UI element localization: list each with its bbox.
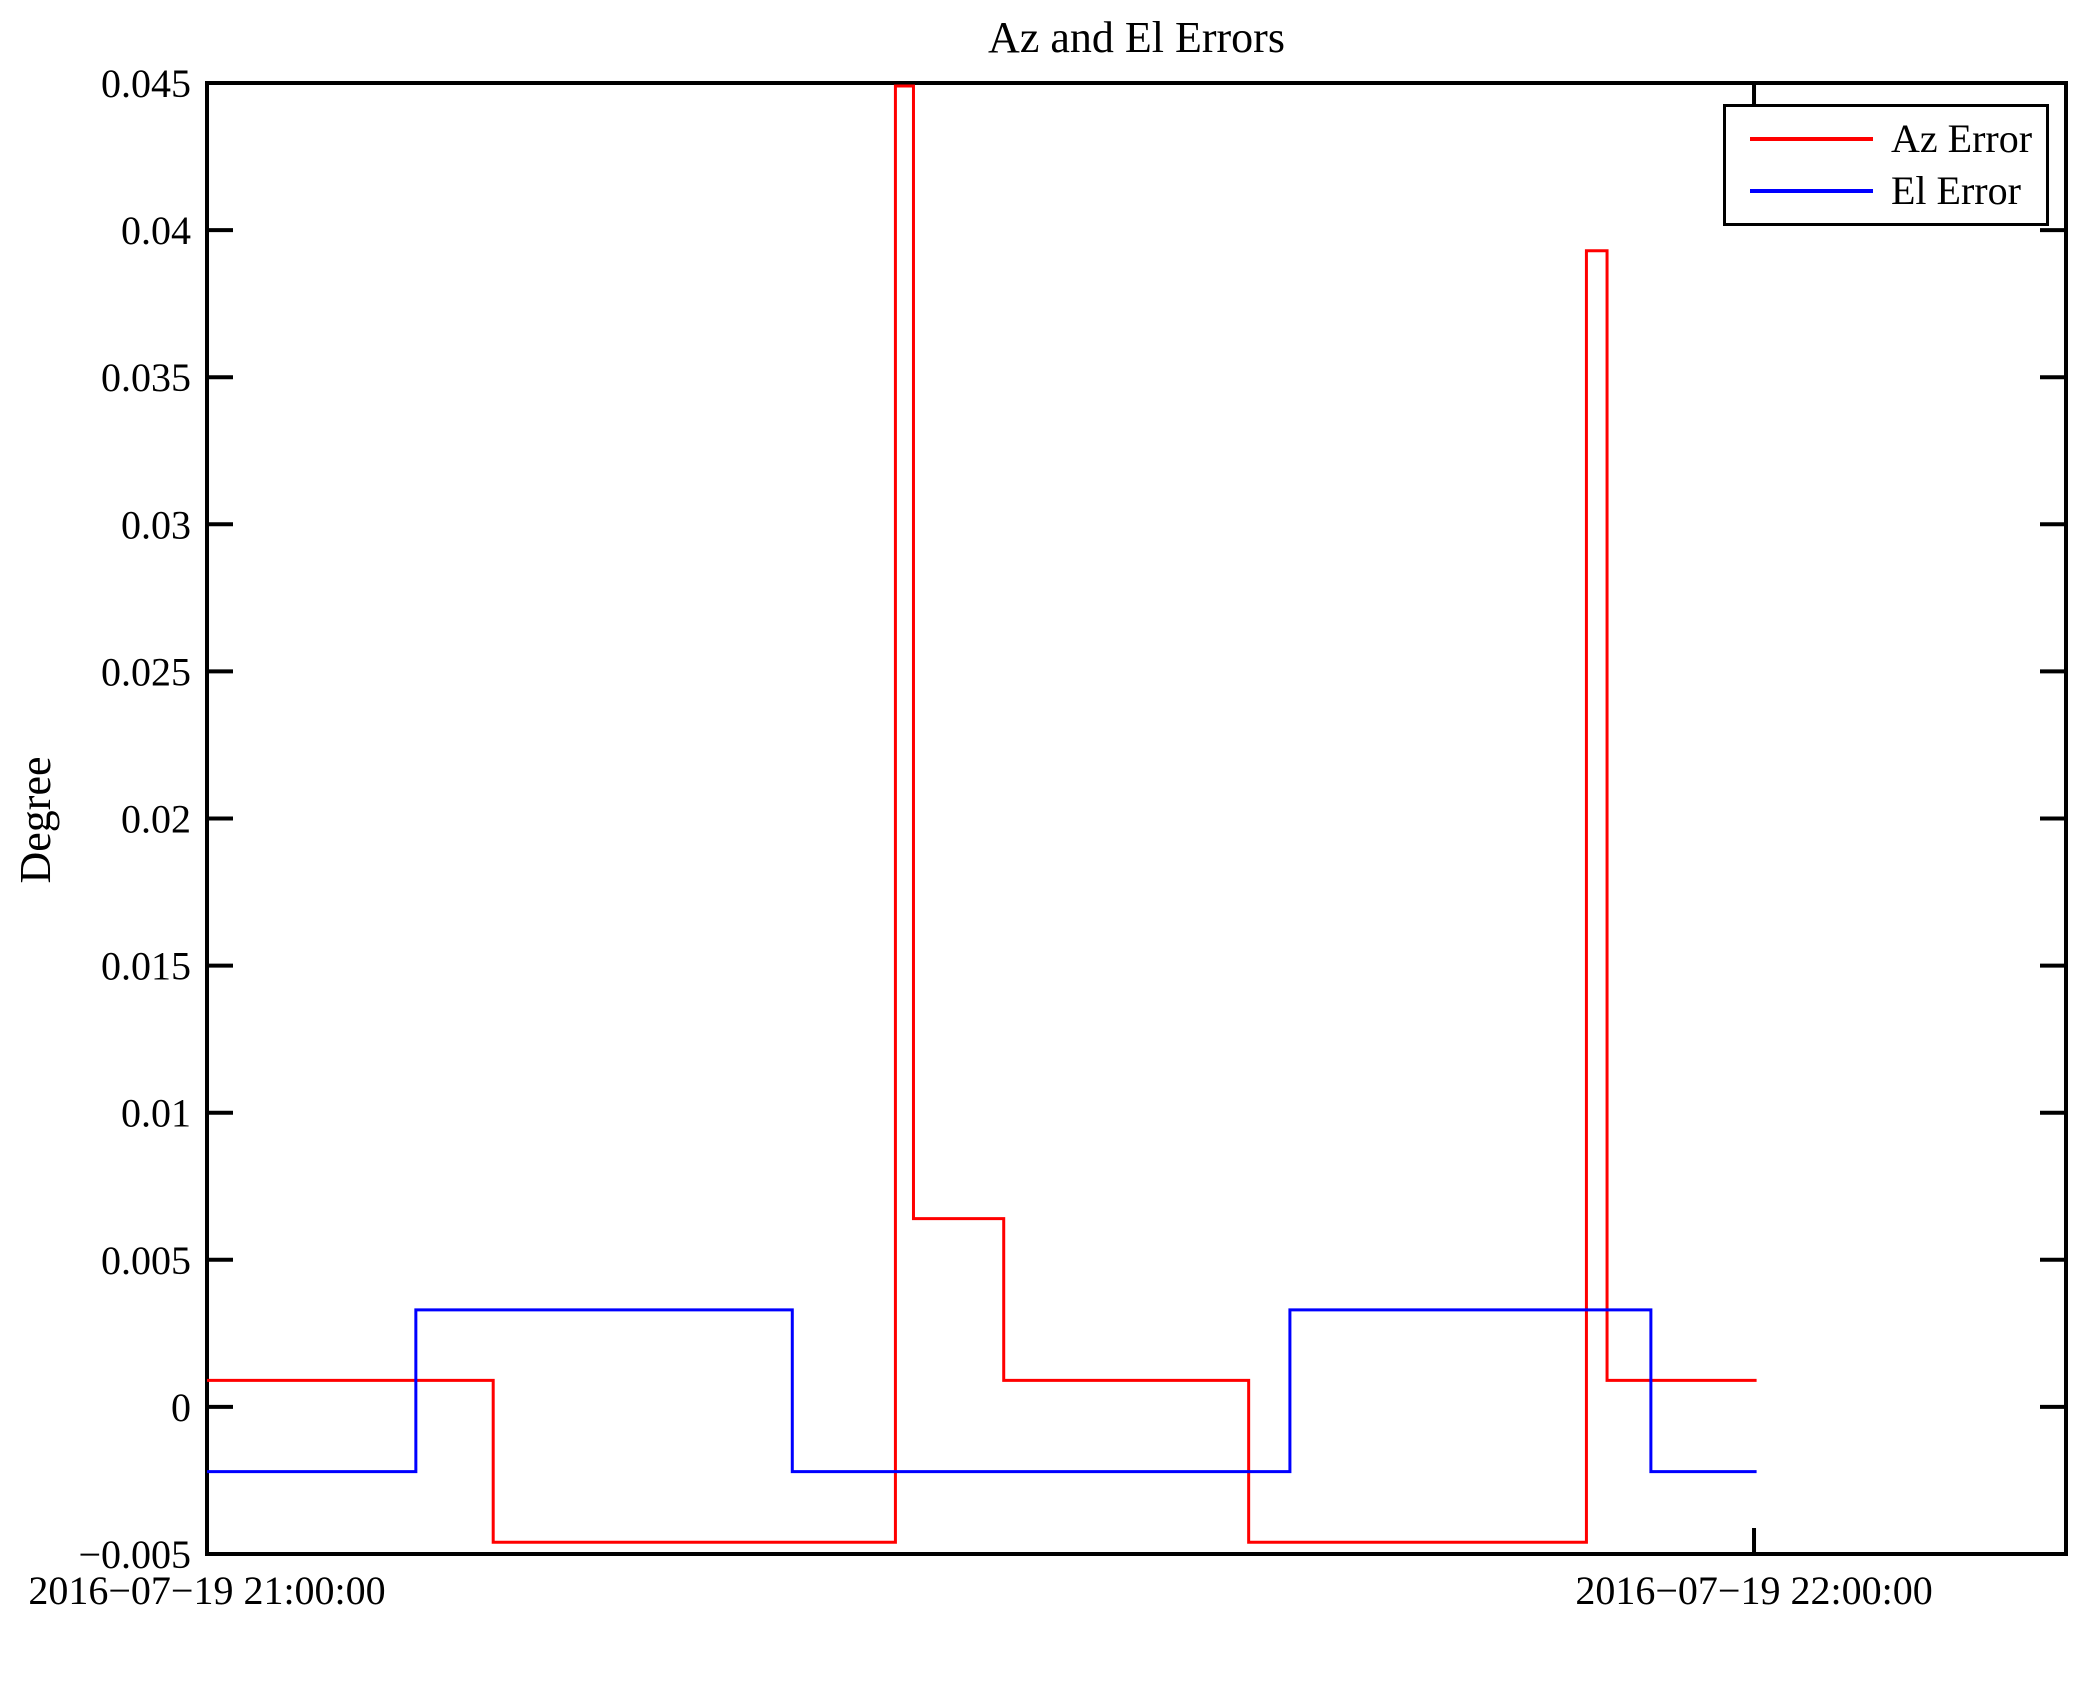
y-tick-label: 0.005 bbox=[101, 1238, 191, 1283]
y-tick-label: −0.005 bbox=[78, 1532, 191, 1577]
legend-item-az-error: Az Error bbox=[1726, 119, 2046, 159]
az-error-series-line bbox=[207, 84, 1757, 1544]
x-tick-label: 2016−07−19 22:00:00 bbox=[1575, 1568, 1932, 1613]
az-error-line-swatch bbox=[1750, 137, 1873, 141]
legend-label-az-error: Az Error bbox=[1891, 116, 2033, 161]
y-tick-label: 0.035 bbox=[101, 355, 191, 400]
legend-box: Az Error El Error bbox=[1723, 104, 2049, 226]
el-error-series-line bbox=[207, 1308, 1757, 1474]
y-axis-label: Degree bbox=[11, 756, 60, 884]
chart-title: Az and El Errors bbox=[988, 13, 1285, 62]
y-tick-label: 0.045 bbox=[101, 61, 191, 106]
y-tick-label: 0.04 bbox=[121, 208, 191, 253]
legend-item-el-error: El Error bbox=[1726, 171, 2046, 211]
el-error-line-swatch bbox=[1750, 189, 1873, 193]
y-tick-label: 0.015 bbox=[101, 944, 191, 989]
y-tick-label: 0 bbox=[171, 1385, 191, 1430]
x-tick-label: 2016−07−19 21:00:00 bbox=[28, 1568, 385, 1613]
y-tick-label: 0.01 bbox=[121, 1091, 191, 1136]
y-tick-label: 0.02 bbox=[121, 797, 191, 842]
y-tick-label: 0.03 bbox=[121, 502, 191, 547]
y-tick-label: 0.025 bbox=[101, 649, 191, 694]
legend-label-el-error: El Error bbox=[1891, 168, 2021, 213]
plot-border bbox=[205, 81, 2068, 1556]
